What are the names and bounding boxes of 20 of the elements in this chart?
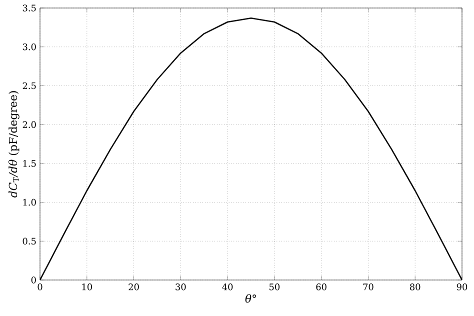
y-tick-label: 0.5 — [22, 238, 36, 245]
y-tick-label: 1.0 — [23, 198, 36, 206]
x-tick-label: 40 — [222, 284, 233, 290]
x-tick-label: 50 — [270, 284, 280, 290]
x-tick-label: 30 — [176, 284, 186, 290]
x-tick-label: 10 — [82, 284, 92, 290]
y-tick-label: 0 — [31, 276, 36, 284]
y-tick-label: 3.0 — [22, 43, 36, 50]
x-tick-label: 20 — [128, 284, 139, 290]
y-tick-label: 1.5 — [23, 160, 36, 167]
y-tick-label: 3.5 — [22, 4, 36, 12]
x-tick-label: 90 — [456, 284, 468, 290]
y-tick-label: 2.0 — [22, 121, 36, 128]
x-tick-label: 60 — [316, 284, 326, 290]
y-axis-title: dC$_{T}$/dθ (pF/degree) — [8, 91, 20, 198]
x-tick-label: 0 — [38, 284, 42, 290]
x-tick-label: 80 — [410, 284, 420, 290]
y-tick-label: 2.5 — [22, 82, 36, 90]
x-axis-title: θ° — [245, 294, 256, 303]
x-tick-label: 70 — [363, 284, 374, 290]
